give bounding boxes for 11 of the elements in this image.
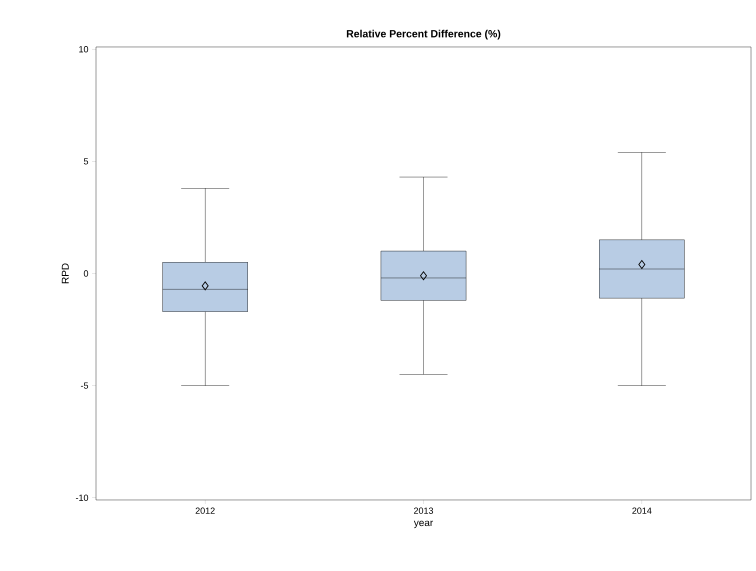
x-tick-label: 2012 (196, 508, 215, 514)
y-tick-label: 10 (79, 46, 88, 52)
y-tick-label: -10 (76, 494, 88, 501)
x-tick-label: 2013 (414, 508, 434, 514)
y-axis-title: RPD (62, 263, 69, 284)
y-tick-label: -5 (80, 382, 88, 389)
x-tick-label: 2014 (632, 508, 652, 514)
y-tick-label: 5 (84, 158, 88, 164)
chart-title: Relative Percent Difference (%) (346, 30, 500, 40)
y-tick-label: 0 (84, 270, 88, 277)
x-axis-title: year (414, 520, 434, 528)
